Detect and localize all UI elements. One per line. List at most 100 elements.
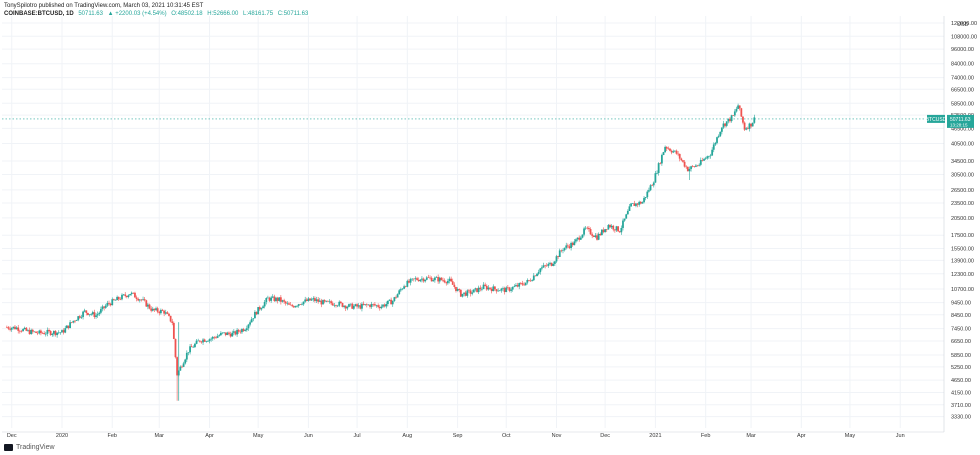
- candle-body: [406, 280, 409, 287]
- candle-body: [338, 301, 341, 306]
- candle-body: [455, 286, 457, 291]
- candle-body: [262, 306, 264, 309]
- candle-body: [699, 160, 702, 165]
- symbol-tag: [927, 114, 945, 123]
- y-tick-label: 5250.00: [951, 365, 971, 371]
- candle-body: [529, 280, 532, 282]
- candle-body: [302, 301, 305, 305]
- candle-body: [516, 285, 519, 287]
- candle-body: [263, 301, 266, 307]
- candle-body: [335, 305, 337, 306]
- candle-body: [36, 332, 39, 334]
- candle-body: [46, 329, 49, 334]
- candle-body: [571, 242, 574, 246]
- candle-body: [127, 295, 130, 298]
- candle-body: [453, 284, 456, 287]
- candle-body: [348, 304, 350, 307]
- candle-body: [119, 299, 122, 300]
- last-price: 50711.63: [78, 11, 103, 17]
- y-tick-label: 74000.00: [951, 76, 974, 82]
- candle-body: [325, 300, 328, 302]
- candle-body: [72, 320, 75, 323]
- candle-body: [197, 340, 200, 342]
- candle-body: [703, 159, 705, 161]
- candle-body: [743, 122, 746, 130]
- candle-body: [247, 324, 250, 329]
- candle-body: [557, 256, 560, 257]
- candle-body: [279, 297, 282, 302]
- close-value: C:50711.63: [277, 11, 309, 17]
- y-tick-label: 10700.00: [951, 287, 974, 293]
- candle-body: [101, 306, 104, 310]
- candle-body: [130, 292, 133, 295]
- candle-body: [231, 332, 234, 337]
- candle-body: [307, 298, 310, 302]
- y-tick-label: 9450.00: [951, 301, 971, 307]
- candle-body: [77, 316, 80, 321]
- candle-body: [748, 123, 751, 129]
- y-tick-label: 84000.00: [951, 62, 974, 68]
- candle-body: [698, 164, 701, 166]
- candle-body: [409, 279, 412, 283]
- candle-body: [592, 235, 595, 237]
- candle-body: [67, 325, 70, 329]
- y-tick-label: 5850.00: [951, 353, 971, 359]
- candle-body: [331, 303, 334, 306]
- candle-body: [336, 305, 339, 307]
- candle-body: [320, 300, 323, 305]
- candle-body: [722, 123, 725, 128]
- candle-body: [579, 237, 582, 240]
- candle-body: [236, 329, 238, 335]
- candle-body: [211, 336, 214, 339]
- candle-body: [675, 150, 678, 154]
- candle-body: [422, 278, 425, 282]
- candle-body: [416, 278, 418, 280]
- x-tick-label: Mar: [746, 433, 756, 439]
- candle-body: [463, 292, 465, 294]
- candle-body: [129, 294, 131, 296]
- candle-body: [459, 289, 462, 297]
- x-tick-label: Oct: [502, 433, 511, 439]
- candle-body: [427, 277, 430, 279]
- candle-body: [343, 305, 346, 307]
- x-tick-label: Feb: [108, 433, 117, 439]
- candle-body: [401, 288, 404, 290]
- candle-body: [626, 211, 629, 215]
- candle-body: [670, 150, 673, 153]
- candle-body: [605, 229, 608, 230]
- x-tick-label: Mar: [155, 433, 165, 439]
- x-tick-label: Jun: [304, 433, 313, 439]
- candle-body: [549, 262, 551, 264]
- candle-body: [489, 287, 491, 289]
- footer: TradingView: [4, 444, 55, 451]
- candle-body: [591, 234, 594, 236]
- candle-body: [438, 277, 441, 282]
- candle-body: [25, 327, 28, 331]
- candle-body: [639, 201, 642, 204]
- candle-body: [395, 297, 397, 298]
- candle-body: [570, 242, 572, 249]
- candle-body: [116, 296, 119, 301]
- candle-body: [456, 289, 459, 291]
- candle-body: [182, 363, 185, 367]
- candle-body: [278, 297, 281, 301]
- symbol-label: COINBASE:BTCUSD, 1D: [4, 11, 74, 17]
- candle-body: [374, 304, 376, 306]
- candle-body: [255, 311, 258, 315]
- candle-body: [87, 312, 89, 316]
- candle-body: [487, 287, 490, 290]
- y-tick-label: 4650.00: [951, 378, 971, 384]
- candle-body: [210, 338, 213, 340]
- candle-body: [729, 118, 731, 122]
- candle-body: [333, 305, 336, 306]
- candle-body: [281, 300, 284, 302]
- candle-body: [22, 329, 24, 332]
- candle-body: [164, 312, 167, 314]
- candle-body: [615, 226, 618, 231]
- candle-body: [82, 311, 84, 317]
- candle-body: [83, 310, 86, 312]
- candle-body: [166, 312, 169, 314]
- candle-body: [727, 118, 730, 122]
- candle-body: [472, 289, 475, 293]
